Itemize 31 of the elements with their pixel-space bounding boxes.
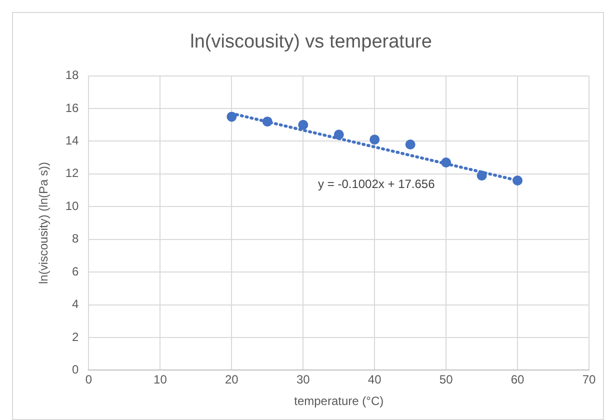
point xyxy=(370,134,380,145)
point xyxy=(334,130,344,140)
x-tick-label: 40 xyxy=(368,372,382,387)
x-tick-label: 50 xyxy=(439,372,454,387)
x-tick-label: 20 xyxy=(224,372,239,387)
x-tick-label: 0 xyxy=(85,372,92,387)
y-tick-label: 4 xyxy=(72,297,80,312)
y-axis-title: ln(viscousity) (ln(Pa s)) xyxy=(36,162,51,284)
x-tick-label: 60 xyxy=(510,372,525,387)
point xyxy=(298,120,308,130)
annotation: y = -0.1002x + 17.656 xyxy=(318,177,436,192)
chart-title: ln(viscousity) vs temperature xyxy=(190,32,432,53)
y-tick-label: 12 xyxy=(65,166,80,180)
point xyxy=(226,112,237,122)
x-axis-title: temperature (°C) xyxy=(294,394,384,408)
point xyxy=(512,175,523,186)
y-tick-label: 0 xyxy=(72,362,80,377)
y-tick-label: 2 xyxy=(72,330,80,344)
x-tick-label: 10 xyxy=(154,372,168,387)
x-tick-label: 70 xyxy=(582,372,596,387)
y-tick-label: 6 xyxy=(72,264,80,278)
point xyxy=(262,116,272,127)
y-tick-label: 18 xyxy=(65,68,80,82)
point xyxy=(476,170,487,181)
point xyxy=(405,139,416,150)
point xyxy=(441,157,452,168)
y-tick-label: 16 xyxy=(65,100,80,115)
y-tick-label: 14 xyxy=(65,134,80,148)
x-tick-label: 30 xyxy=(296,372,310,387)
y-tick-label: 8 xyxy=(72,232,80,246)
y-tick-label: 10 xyxy=(65,198,80,213)
